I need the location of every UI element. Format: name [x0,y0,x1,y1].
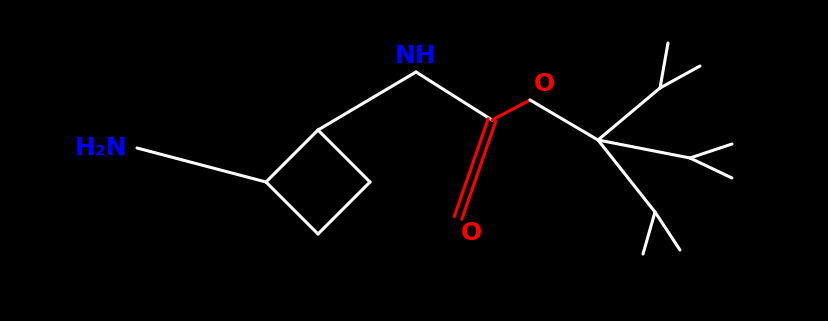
Text: H₂N: H₂N [75,136,128,160]
Text: O: O [460,221,482,245]
Text: NH: NH [395,44,436,68]
Text: O: O [533,72,555,96]
